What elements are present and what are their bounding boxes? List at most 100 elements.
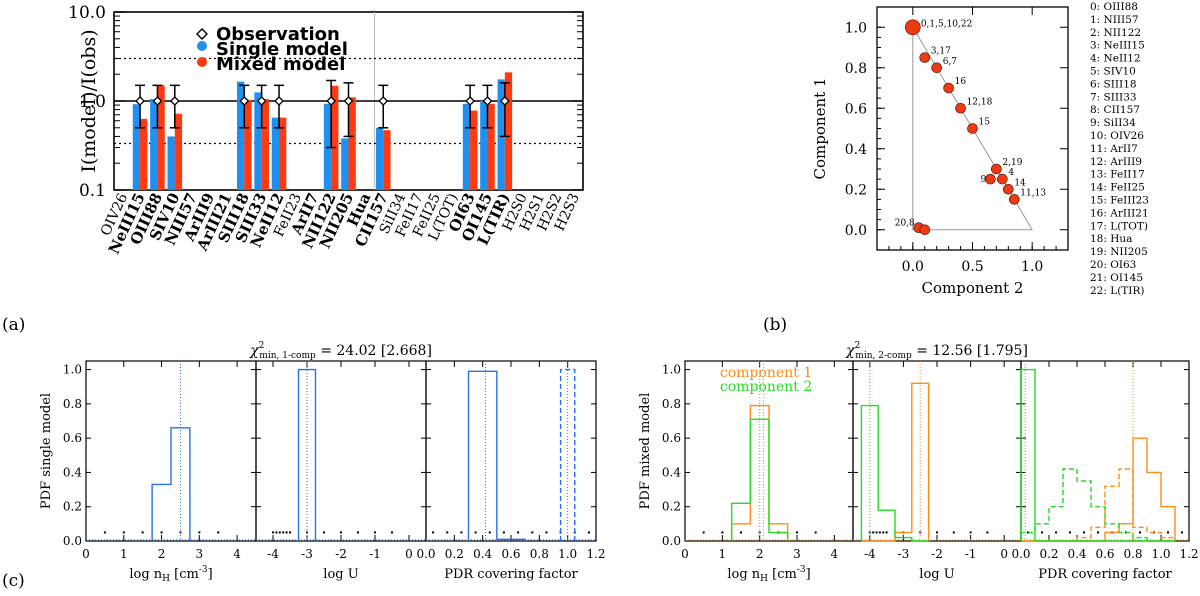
scatter-point bbox=[1008, 194, 1020, 205]
x-tick-label: 0.4 bbox=[1067, 547, 1086, 561]
panel-label-b: (b) bbox=[763, 315, 787, 335]
legend-list-entry: 3: NeIII15 bbox=[1090, 40, 1145, 52]
scatter-point bbox=[919, 224, 931, 236]
bar-mixed-NII122 bbox=[331, 85, 339, 190]
grid-dot bbox=[198, 531, 201, 534]
scatter-point bbox=[1003, 183, 1014, 195]
x-tick-label: 0.6 bbox=[1095, 547, 1114, 561]
x-tick-label: 3 bbox=[196, 547, 204, 561]
x-tick-label: 0.5 bbox=[961, 259, 983, 275]
grid-dot bbox=[391, 531, 393, 534]
y-tick-label: 0.1 bbox=[79, 181, 106, 201]
grid-dot bbox=[122, 531, 125, 534]
grid-dot bbox=[721, 531, 724, 534]
bar-single-L(TIR) bbox=[497, 79, 505, 190]
scatter-point bbox=[931, 62, 942, 74]
grid-dot bbox=[1167, 531, 1169, 534]
grid-dot bbox=[446, 531, 449, 534]
y-tick-label: 1.0 bbox=[79, 92, 106, 112]
legend-list-entry: 18: Hua bbox=[1090, 233, 1132, 245]
legend-list-entry: 11: ArII7 bbox=[1090, 143, 1138, 155]
x-tick-label: 0.8 bbox=[530, 547, 549, 561]
bar-mixed-NII205 bbox=[348, 97, 356, 190]
x-tick-label: 4 bbox=[831, 547, 839, 561]
observation-marker-L(TIR) bbox=[499, 96, 510, 106]
x-tick-label: 1.0 bbox=[1151, 547, 1170, 561]
x-axis-label: log nH [cm-3] bbox=[129, 565, 212, 584]
y-axis-label: PDF mixed model bbox=[638, 393, 653, 510]
grid-dot bbox=[272, 531, 274, 534]
histogram-single bbox=[297, 368, 317, 541]
bar-single-NeII12 bbox=[271, 117, 280, 190]
grid-dot bbox=[796, 531, 798, 534]
grid-dot bbox=[740, 531, 742, 534]
y-tick-label: 0.4 bbox=[63, 465, 82, 479]
legend-list-entry: 14: FeII25 bbox=[1090, 182, 1145, 194]
x-tick-label: 1.0 bbox=[1021, 259, 1043, 275]
x-tick-label: 0 bbox=[82, 547, 90, 561]
x-tick-label: -1 bbox=[965, 547, 977, 561]
y-tick-label: 0.6 bbox=[845, 101, 867, 117]
bar-single-SIII33 bbox=[254, 92, 262, 190]
observation-marker-NII205 bbox=[343, 96, 354, 106]
legend-list-entry: 10: OIV26 bbox=[1090, 130, 1144, 142]
grid-dot bbox=[340, 531, 342, 534]
histogram-component-1-PDR2 bbox=[1021, 468, 1176, 542]
legend-list-entry: 21: OI145 bbox=[1090, 272, 1143, 284]
legend-list-entry: 7: SIII33 bbox=[1090, 91, 1137, 103]
histogram-single bbox=[151, 427, 191, 541]
grid-dot bbox=[285, 531, 288, 534]
y-tick-label: 0.2 bbox=[63, 500, 82, 514]
grid-dot bbox=[1069, 531, 1071, 534]
panel-b: 0.0 0.5 1.0 0.0 0.2 0.4 0.6 0.8 1.0 0,1,5,10,22 3,… bbox=[763, 1, 1149, 335]
legend-list-entry: 2: NII122 bbox=[1090, 27, 1141, 39]
y-axis-label: I(model)/I(obs) bbox=[78, 29, 100, 172]
x-axis-label: log nH [cm-3] bbox=[727, 565, 810, 584]
bar-single-NII205 bbox=[341, 138, 349, 190]
x-tick-label: -3 bbox=[898, 547, 910, 561]
bar-single-OI145 bbox=[480, 101, 488, 190]
y-tick-label: 0.8 bbox=[63, 397, 82, 411]
grid-dot bbox=[357, 531, 359, 534]
scatter-point bbox=[955, 102, 966, 114]
grid-dot bbox=[217, 531, 220, 534]
observation-marker-CII157 bbox=[378, 96, 389, 106]
point-label: 2,19 bbox=[1002, 158, 1022, 168]
bar-single-SIII18 bbox=[236, 81, 245, 190]
grid-dot bbox=[969, 531, 972, 534]
scatter-point bbox=[943, 82, 954, 94]
legend-list-entry: 12: ArIII9 bbox=[1090, 156, 1142, 168]
grid-dot bbox=[587, 531, 590, 534]
x-tick-label: -4 bbox=[267, 547, 279, 561]
x-tick-label: -2 bbox=[931, 547, 943, 561]
scatter-point bbox=[991, 163, 1002, 175]
grid-dot bbox=[1139, 531, 1141, 534]
grid-dot bbox=[1027, 531, 1029, 534]
x-tick-label: 3 bbox=[793, 547, 801, 561]
scatter-point bbox=[967, 123, 978, 134]
bar-mixed-L(TIR) bbox=[504, 72, 513, 190]
point-label: 15 bbox=[979, 118, 991, 128]
grid-dot bbox=[872, 531, 875, 534]
y-tick-label: 0.6 bbox=[662, 431, 681, 445]
grid-dot bbox=[289, 531, 291, 534]
point-label: 4 bbox=[1008, 168, 1014, 178]
y-tick-label: 0.0 bbox=[662, 534, 681, 548]
legend-single-label: Single model bbox=[216, 39, 348, 60]
grid-dot bbox=[531, 531, 534, 534]
grid-dot bbox=[103, 531, 106, 534]
x-tick-label: -4 bbox=[864, 547, 876, 561]
y-tick-label: 10.0 bbox=[68, 3, 106, 23]
histogram-component-1 bbox=[861, 382, 930, 542]
bar-mixed-SIV10 bbox=[174, 113, 183, 190]
grid-dot bbox=[1055, 531, 1057, 534]
grid-dot bbox=[374, 531, 376, 534]
y-tick-label: 1.0 bbox=[845, 20, 867, 36]
grid-dot bbox=[1041, 531, 1043, 534]
histogram-component-2-PDR2 bbox=[1020, 468, 1175, 542]
x-tick-label: 2 bbox=[756, 547, 764, 561]
panel-label-c: (c) bbox=[2, 571, 25, 591]
observation-marker-NeIII15 bbox=[135, 96, 145, 106]
y-tick-label: 0.4 bbox=[662, 465, 681, 479]
